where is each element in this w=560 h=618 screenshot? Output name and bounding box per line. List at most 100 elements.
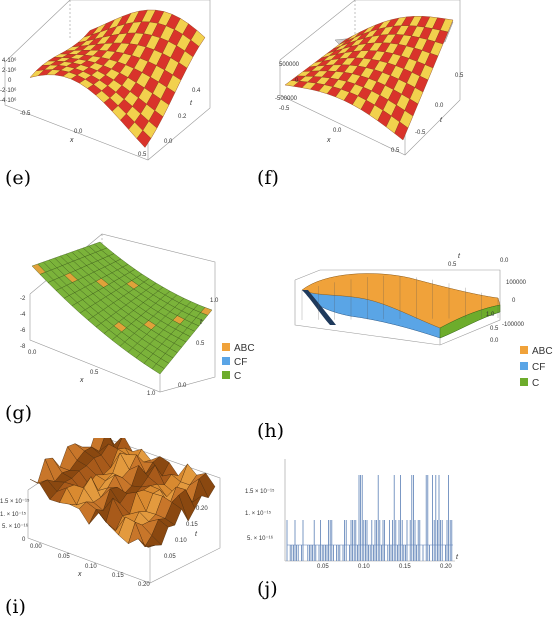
- panel-e-x-label: x: [69, 137, 74, 144]
- panel-h-t-tick: 0.5: [448, 262, 457, 268]
- panel-f-x-tick: -0.5: [279, 106, 290, 112]
- panel-f-t-tick: -0.5: [415, 130, 426, 136]
- panel-i-t-tick: 0.10: [175, 538, 187, 544]
- panel-i-x-tick: 0.10: [85, 564, 97, 570]
- panel-g-z-tick: -4: [20, 312, 26, 318]
- panel-e-t-tick: 0.4: [192, 88, 201, 94]
- panel-i-z-tick: 0: [22, 537, 26, 543]
- panel-e-surface: [29, 9, 206, 148]
- panel-j-y-tick: 1. × 10⁻¹⁵: [245, 510, 272, 517]
- panel-e-z-tick: 0: [8, 78, 12, 84]
- panel-h-t-tick: 0.0: [500, 258, 509, 264]
- legend-swatch-abc: [520, 346, 528, 354]
- panel-f-t-tick: 0.0: [435, 103, 444, 109]
- panel-e-z-tick: 2·10⁶: [2, 67, 17, 74]
- panel-e-t-label: t: [190, 100, 193, 107]
- panel-f-z-tick: 0: [295, 78, 299, 84]
- panel-e-plot: 4·10⁶ 2·10⁶ 0 -2·10⁶ -4·10⁶ -0.5 0.0 0.5…: [0, 0, 211, 161]
- panel-j-y-tick: 5. × 10⁻¹⁶: [247, 535, 274, 542]
- panel-e-z-tick: -4·10⁶: [0, 97, 17, 104]
- legend-label-c: C: [234, 371, 241, 382]
- panel-h-surface: [301, 273, 501, 339]
- surface-cell: [138, 538, 155, 548]
- caption-g: (g): [5, 402, 32, 424]
- panel-e-z-tick: -2·10⁶: [0, 87, 17, 94]
- panel-j-x-tick: 0.20: [440, 564, 452, 570]
- panel-i-plot: 1.5 × 10⁻¹⁵ 1. × 10⁻¹⁵ 5. × 10⁻¹⁶ 0 0.00…: [0, 438, 221, 588]
- panel-i-surface: [29, 438, 216, 548]
- panel-g-t-tick: 1.0: [210, 298, 219, 304]
- panel-h-z-tick: -100000: [502, 322, 525, 328]
- panel-j-plot: 1.5 × 10⁻¹⁵ 1. × 10⁻¹⁵ 5. × 10⁻¹⁶ 0.05 0…: [245, 459, 459, 570]
- surface-cell: [136, 130, 152, 148]
- panel-g-x-tick: 1.0: [147, 391, 156, 397]
- legend-swatch-c: [222, 371, 230, 379]
- panel-i-z-tick: 5. × 10⁻¹⁶: [2, 523, 29, 530]
- caption-i: (i): [5, 596, 26, 618]
- panel-g-t-tick: 0.5: [196, 341, 205, 347]
- panel-h-legend: ABC CF C: [520, 346, 553, 389]
- legend-label-abc: ABC: [532, 346, 553, 357]
- panel-e-z-tick: 4·10⁶: [2, 57, 17, 64]
- panel-i-x-tick: 0.20: [138, 582, 150, 588]
- panel-g-plot: -2 -4 -6 -8 0.0 0.5 1.0 x 1.0 0.5 0.0 t …: [20, 233, 255, 397]
- surface-cell: [394, 121, 409, 141]
- panel-g-z-tick: -8: [20, 344, 26, 350]
- panel-e-t-tick: 0.0: [164, 139, 173, 145]
- panel-i-x-tick: 0.05: [58, 554, 70, 560]
- panel-h-z-tick: 0: [512, 298, 516, 304]
- caption-j: (j): [257, 578, 278, 600]
- panel-j-x-tick: 0.10: [358, 564, 370, 570]
- panel-j-x-tick: 0.15: [399, 564, 411, 570]
- legend-label-c: C: [532, 378, 539, 389]
- legend-label-abc: ABC: [234, 343, 255, 354]
- panel-f-surface: [284, 16, 454, 141]
- caption-e: (e): [5, 167, 32, 189]
- caption-h: (h): [257, 420, 285, 442]
- panel-h-z-tick: 100000: [506, 280, 527, 286]
- panel-i-x-label: x: [77, 571, 82, 578]
- panel-j-y-tick: 1.5 × 10⁻¹⁵: [245, 488, 275, 495]
- panel-j-series: [286, 475, 453, 561]
- legend-label-cf: CF: [532, 362, 545, 373]
- panel-e-x-tick: 0.0: [74, 129, 83, 135]
- panel-i-z-tick: 1.5 × 10⁻¹⁵: [0, 498, 30, 505]
- legend-label-cf: CF: [234, 357, 247, 368]
- panel-h-mesh: [301, 275, 499, 320]
- panel-g-z-tick: -6: [20, 328, 26, 334]
- panel-g-legend: ABC CF C: [222, 343, 255, 382]
- panel-h-x-tick: 0.5: [490, 326, 499, 332]
- panel-e-x-tick: 0.5: [138, 152, 147, 158]
- surface-cell: [151, 363, 165, 375]
- panel-g-x-label: x: [79, 377, 84, 384]
- panel-g-t-tick: 0.0: [178, 383, 187, 389]
- panel-e-t-tick: 0.2: [178, 114, 187, 120]
- panel-f-t-tick: 0.5: [455, 73, 464, 79]
- panel-i-t-tick: 0.15: [186, 522, 198, 528]
- panel-f-z-tick: 500000: [279, 62, 300, 68]
- legend-swatch-cf: [520, 362, 528, 370]
- panel-i-t-tick: 0.20: [196, 506, 208, 512]
- panel-e-x-tick: -0.5: [20, 111, 31, 117]
- legend-swatch-cf: [222, 357, 230, 365]
- panel-i-x-tick: 0.00: [30, 544, 42, 550]
- panel-g-x-tick: 0.0: [28, 350, 37, 356]
- panel-g-z-tick: -2: [20, 296, 26, 302]
- panel-g-x-tick: 0.5: [90, 370, 99, 376]
- legend-swatch-abc: [222, 343, 230, 351]
- legend-swatch-c: [520, 378, 528, 386]
- panel-h-x-tick: 0.0: [490, 338, 499, 344]
- panel-f-plot: 500000 0 -500000 -0.5 0.0 0.5 x 0.5 0.0 …: [275, 0, 464, 156]
- panel-f-x-tick: 0.0: [333, 128, 342, 134]
- panel-h-x-tick: 1.0: [486, 312, 495, 318]
- panel-h-surface-c: [439, 304, 501, 339]
- panel-j-x-label: t: [456, 554, 459, 561]
- panel-i-t-label: t: [195, 531, 198, 538]
- panel-h-surface-dark-edge: [302, 290, 336, 325]
- caption-f: (f): [257, 167, 279, 189]
- panel-i-z-tick: 1. × 10⁻¹⁵: [0, 511, 27, 518]
- panel-g-surface: [31, 241, 213, 375]
- panel-j-x-tick: 0.05: [317, 564, 329, 570]
- panel-f-x-tick: 0.5: [391, 148, 400, 154]
- panel-h-plot: 0.5 0.0 t 100000 0 -100000 1.0 0.5 0.0 A…: [294, 253, 553, 389]
